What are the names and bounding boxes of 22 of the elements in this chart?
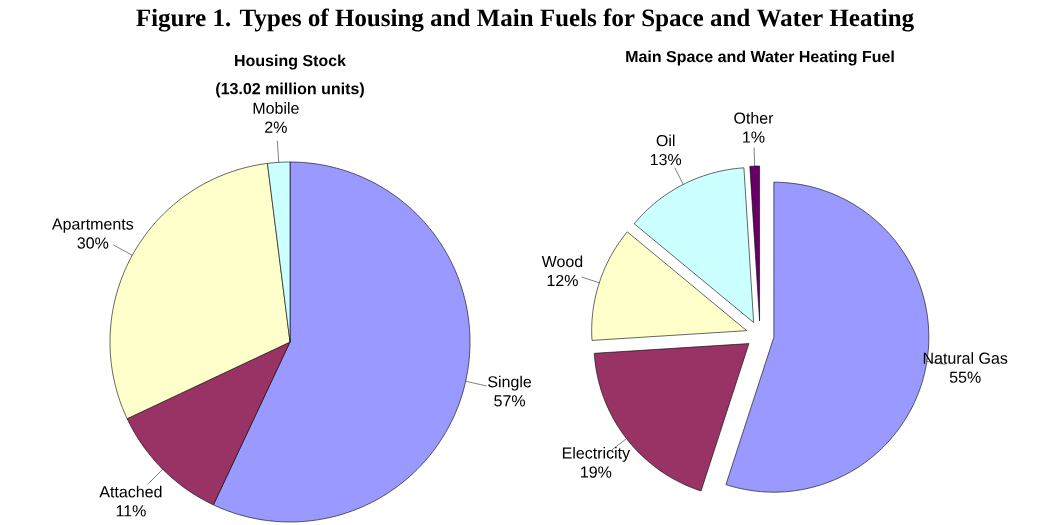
data-label: 55% [949,371,981,383]
chart-title: Housing Stock [235,54,347,70]
chart-title: Main Space and Water Heating Fuel [626,50,894,66]
caption: Figure 1. Types of Housing and Main Fuels for Space and Water Heating [136,8,914,32]
data-label: 11% [116,505,146,517]
slice-label: Wood [541,255,583,268]
slice-label: Single [488,375,532,391]
slice-label: Other [734,112,774,124]
slice-label: Mobile [253,102,299,114]
slice-label: Oil [656,134,675,147]
data-label: 2% [265,121,287,133]
data-label: 13% [650,153,682,166]
slice-label: Natural Gas [923,352,1008,364]
slice-label: Electricity [562,446,631,462]
data-label: 30% [77,237,109,249]
data-label: 57% [494,395,526,407]
chart-subtitle: (13.02 million units) [216,82,364,98]
slice-label: Attached [99,485,162,498]
data-label: 12% [547,274,578,287]
data-label: 1% [743,131,765,143]
slice-label: Apartments [51,218,134,233]
data-label: 19% [581,466,612,478]
